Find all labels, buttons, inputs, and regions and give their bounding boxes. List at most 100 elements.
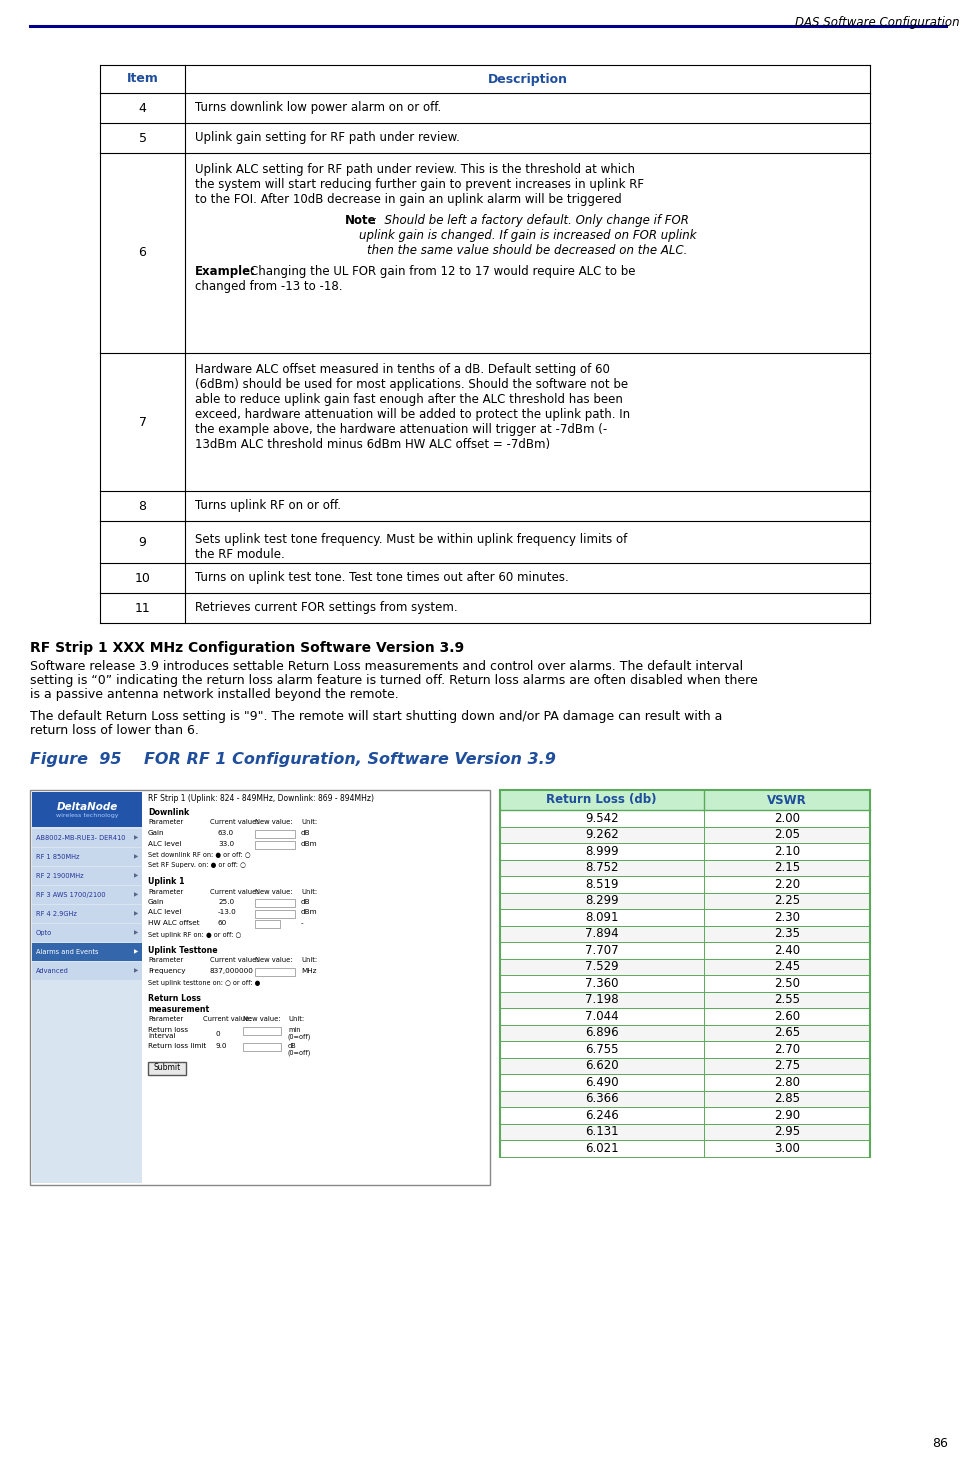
Text: -13.0: -13.0: [218, 910, 237, 915]
Text: 10: 10: [135, 572, 150, 584]
Text: Set RF Superv. on: ● or off: ○: Set RF Superv. on: ● or off: ○: [148, 863, 246, 868]
Text: Submit: Submit: [153, 1064, 181, 1072]
Text: exceed, hardware attenuation will be added to protect the uplink path. In: exceed, hardware attenuation will be add…: [195, 408, 630, 421]
Text: 6.131: 6.131: [585, 1125, 619, 1138]
Text: Alarms and Events: Alarms and Events: [36, 949, 99, 955]
Text: 7.707: 7.707: [585, 943, 619, 956]
Text: Current value:: Current value:: [210, 820, 259, 826]
Text: Changing the UL FOR gain from 12 to 17 would require ALC to be: Changing the UL FOR gain from 12 to 17 w…: [250, 266, 635, 279]
Text: ▶: ▶: [134, 911, 139, 917]
Text: MHz: MHz: [301, 968, 316, 974]
Text: wireless technology: wireless technology: [56, 813, 118, 819]
Text: ▶: ▶: [134, 836, 139, 841]
Text: 2.65: 2.65: [774, 1027, 799, 1039]
Text: Item: Item: [127, 72, 158, 85]
Text: 7.044: 7.044: [585, 1009, 619, 1022]
Text: Uplink ALC setting for RF path under review. This is the threshold at which: Uplink ALC setting for RF path under rev…: [195, 163, 635, 176]
Text: 2.30: 2.30: [774, 911, 799, 924]
Text: 9.542: 9.542: [585, 811, 619, 824]
Text: is a passive antenna network installed beyond the remote.: is a passive antenna network installed b…: [30, 688, 399, 701]
Text: ALC level: ALC level: [148, 841, 182, 846]
FancyBboxPatch shape: [500, 992, 870, 1008]
FancyBboxPatch shape: [255, 841, 295, 848]
Text: 7: 7: [139, 415, 146, 428]
FancyBboxPatch shape: [32, 792, 142, 1182]
FancyBboxPatch shape: [30, 791, 490, 1185]
Text: Frequency: Frequency: [148, 968, 185, 974]
Text: 4: 4: [139, 101, 146, 114]
Text: 2.50: 2.50: [774, 977, 799, 990]
Text: (6dBm) should be used for most applications. Should the software not be: (6dBm) should be used for most applicati…: [195, 378, 629, 392]
Text: 8.752: 8.752: [585, 861, 619, 874]
Text: 6.366: 6.366: [585, 1093, 619, 1105]
Text: the RF module.: the RF module.: [195, 549, 285, 560]
Text: dB: dB: [301, 899, 310, 905]
FancyBboxPatch shape: [255, 899, 295, 907]
Text: 6.490: 6.490: [585, 1075, 619, 1089]
Text: setting is “0” indicating the return loss alarm feature is turned off. Return lo: setting is “0” indicating the return los…: [30, 673, 757, 687]
Text: then the same value should be decreased on the ALC.: then the same value should be decreased …: [367, 244, 688, 257]
Text: the system will start reducing further gain to prevent increases in uplink RF: the system will start reducing further g…: [195, 178, 644, 191]
Text: Set uplink testtone on: ○ or off: ●: Set uplink testtone on: ○ or off: ●: [148, 980, 261, 986]
Text: Unit:: Unit:: [288, 1017, 305, 1022]
Text: Note: Note: [345, 214, 377, 227]
Text: 6.755: 6.755: [585, 1043, 619, 1056]
Text: ALC level: ALC level: [148, 910, 182, 915]
FancyBboxPatch shape: [32, 867, 142, 885]
Text: 7.360: 7.360: [585, 977, 619, 990]
Text: Unit:: Unit:: [301, 889, 317, 895]
Text: 2.45: 2.45: [774, 961, 799, 973]
FancyBboxPatch shape: [243, 1043, 281, 1050]
Text: 2.80: 2.80: [774, 1075, 799, 1089]
Text: 7.529: 7.529: [585, 961, 619, 973]
FancyBboxPatch shape: [255, 920, 280, 929]
FancyBboxPatch shape: [32, 924, 142, 942]
Text: Set uplink RF on: ● or off: ○: Set uplink RF on: ● or off: ○: [148, 932, 241, 937]
Text: 3.00: 3.00: [774, 1141, 799, 1155]
Text: 6: 6: [139, 246, 146, 260]
Text: Retrieves current FOR settings from system.: Retrieves current FOR settings from syst…: [195, 601, 458, 615]
Text: 0: 0: [216, 1030, 221, 1037]
FancyBboxPatch shape: [500, 892, 870, 910]
Text: 25.0: 25.0: [218, 899, 234, 905]
Text: to the FOI. After 10dB decrease in gain an uplink alarm will be triggered: to the FOI. After 10dB decrease in gain …: [195, 194, 622, 205]
Text: 2.85: 2.85: [774, 1093, 799, 1105]
Text: Return Loss: Return Loss: [148, 995, 201, 1003]
Text: 2.70: 2.70: [774, 1043, 799, 1056]
Text: Current value:: Current value:: [210, 889, 259, 895]
Text: 7.894: 7.894: [585, 927, 619, 940]
Text: New value:: New value:: [255, 889, 293, 895]
Text: dBm: dBm: [301, 910, 317, 915]
Text: Parameter: Parameter: [148, 1017, 183, 1022]
FancyBboxPatch shape: [32, 829, 142, 846]
Text: Set downlink RF on: ● or off: ○: Set downlink RF on: ● or off: ○: [148, 852, 251, 858]
Text: Parameter: Parameter: [148, 889, 183, 895]
Text: 60: 60: [218, 920, 227, 926]
Text: :  Should be left a factory default. Only change if FOR: : Should be left a factory default. Only…: [373, 214, 689, 227]
Text: 6.896: 6.896: [585, 1027, 619, 1039]
Text: 7.198: 7.198: [585, 993, 619, 1006]
Text: 13dBm ALC threshold minus 6dBm HW ALC offset = -7dBm): 13dBm ALC threshold minus 6dBm HW ALC of…: [195, 439, 550, 450]
FancyBboxPatch shape: [500, 826, 870, 844]
Text: RF Strip 1 XXX MHz Configuration Software Version 3.9: RF Strip 1 XXX MHz Configuration Softwar…: [30, 641, 465, 654]
Text: Return loss limit: Return loss limit: [148, 1043, 206, 1049]
Text: Unit:: Unit:: [301, 820, 317, 826]
Text: Turns uplink RF on or off.: Turns uplink RF on or off.: [195, 499, 341, 512]
Text: ▶: ▶: [134, 854, 139, 860]
Text: 2.95: 2.95: [774, 1125, 799, 1138]
FancyBboxPatch shape: [32, 886, 142, 904]
Text: RF Strip 1 (Uplink: 824 - 849MHz, Downlink: 869 - 894MHz): RF Strip 1 (Uplink: 824 - 849MHz, Downli…: [148, 794, 374, 802]
FancyBboxPatch shape: [500, 942, 870, 958]
Text: 33.0: 33.0: [218, 841, 234, 846]
Text: Sets uplink test tone frequency. Must be within uplink frequency limits of: Sets uplink test tone frequency. Must be…: [195, 533, 628, 546]
FancyBboxPatch shape: [500, 1074, 870, 1090]
FancyBboxPatch shape: [500, 1042, 870, 1058]
Text: Turns on uplink test tone. Test tone times out after 60 minutes.: Turns on uplink test tone. Test tone tim…: [195, 572, 569, 584]
FancyBboxPatch shape: [500, 1124, 870, 1140]
Text: Hardware ALC offset measured in tenths of a dB. Default setting of 60: Hardware ALC offset measured in tenths o…: [195, 362, 610, 376]
Text: Gain: Gain: [148, 899, 165, 905]
Text: DeltaNode: DeltaNode: [57, 802, 118, 813]
Text: VSWR: VSWR: [767, 794, 806, 807]
FancyBboxPatch shape: [32, 848, 142, 866]
Text: Description: Description: [487, 72, 567, 85]
